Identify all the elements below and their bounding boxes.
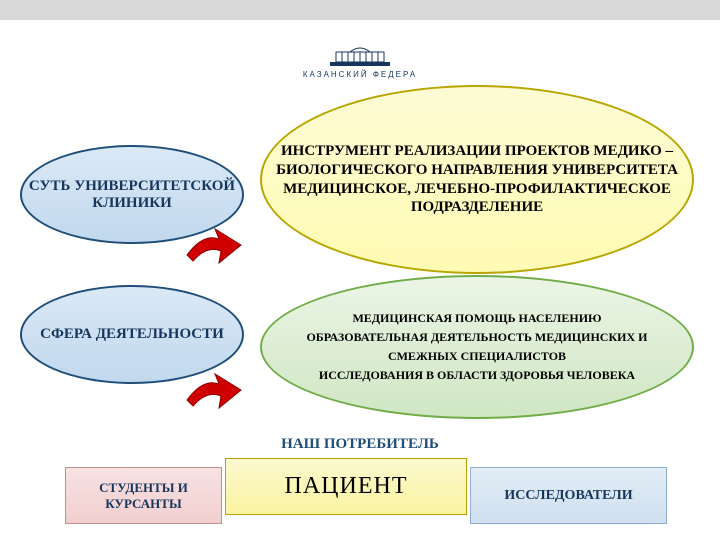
node-essence-label: СУТЬ УНИВЕРСИТЕТСКОЙ КЛИНИКИ [22,178,242,212]
header-logo: КАЗАНСКИЙ ФЕДЕРА [285,44,435,79]
arrow-icon [185,370,245,414]
arrow-1 [185,225,235,265]
node-activities-lines: МЕДИЦИНСКАЯ ПОМОЩЬ НАСЕЛЕНИЮ ОБРАЗОВАТЕЛ… [262,303,692,392]
node-instrument: ИНСТРУМЕНТ РЕАЛИЗАЦИИ ПРОЕКТОВ МЕДИКО – … [260,85,694,274]
logo-text: КАЗАНСКИЙ ФЕДЕРА [285,70,435,79]
arrow-2 [185,370,235,410]
node-instrument-label: ИНСТРУМЕНТ РЕАЛИЗАЦИИ ПРОЕКТОВ МЕДИКО – … [262,142,692,217]
box-students-label: СТУДЕНТЫ И КУРСАНТЫ [66,480,221,512]
consumer-label: НАШ ПОТРЕБИТЕЛЬ [0,436,720,453]
activity-line-2: ОБРАЗОВАТЕЛЬНАЯ ДЕЯТЕЛЬНОСТЬ МЕДИЦИНСКИХ… [282,328,672,366]
box-researchers-label: ИССЛЕДОВАТЕЛИ [504,488,632,504]
slide: КАЗАНСКИЙ ФЕДЕРА СУТЬ УНИВЕРСИТЕТСКОЙ КЛ… [0,0,720,540]
node-sphere-label: СФЕРА ДЕЯТЕЛЬНОСТИ [40,326,224,343]
building-icon [330,44,390,68]
top-band [0,0,720,20]
node-activities: МЕДИЦИНСКАЯ ПОМОЩЬ НАСЕЛЕНИЮ ОБРАЗОВАТЕЛ… [260,275,694,419]
slide-content: КАЗАНСКИЙ ФЕДЕРА СУТЬ УНИВЕРСИТЕТСКОЙ КЛ… [0,20,720,540]
activity-line-3: ИССЛЕДОВАНИЯ В ОБЛАСТИ ЗДОРОВЬЯ ЧЕЛОВЕКА [282,366,672,385]
box-researchers: ИССЛЕДОВАТЕЛИ [470,467,667,524]
box-patient-label: ПАЦИЕНТ [285,473,408,500]
box-patient: ПАЦИЕНТ [225,458,467,515]
arrow-icon [185,225,245,269]
activity-line-1: МЕДИЦИНСКАЯ ПОМОЩЬ НАСЕЛЕНИЮ [282,309,672,328]
box-students: СТУДЕНТЫ И КУРСАНТЫ [65,467,222,524]
